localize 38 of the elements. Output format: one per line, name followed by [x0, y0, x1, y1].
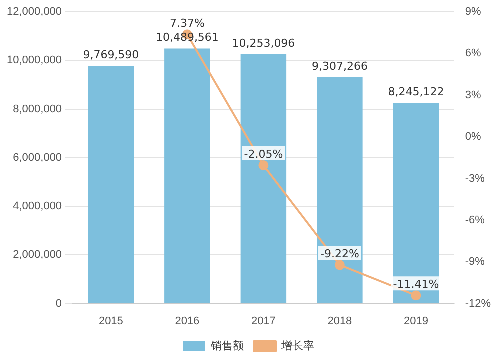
x-tick-label: 2018 [328, 315, 352, 328]
data-label: 8,245,122 [388, 86, 444, 99]
bar [88, 66, 134, 304]
data-label: -11.41% [393, 278, 440, 291]
y-tick-label: 6,000,000 [13, 152, 62, 164]
y2-tick-label: -3% [465, 172, 486, 185]
y-tick-label: 12,000,000 [6, 6, 62, 18]
y-tick-label: 2,000,000 [13, 249, 62, 262]
bar [164, 48, 210, 304]
point [258, 160, 269, 171]
x-tick-label: 2015 [98, 315, 124, 328]
point [411, 290, 422, 301]
x-tick-label: 2016 [175, 315, 200, 328]
x-tick-label: 2017 [251, 315, 276, 328]
data-label: 7.37% [170, 17, 205, 30]
y-tick-label: 0 [56, 298, 62, 310]
legend-label: 增长率 [280, 340, 314, 353]
y2-tick-label: 9% [465, 6, 482, 18]
bar [317, 77, 363, 304]
y2-tick-label: -12% [465, 298, 492, 310]
y-tick-label: 10,000,000 [6, 54, 62, 67]
legend-label: 销售额 [210, 340, 244, 353]
y-tick-label: 4,000,000 [13, 200, 62, 213]
y-tick-label: 8,000,000 [13, 103, 62, 116]
data-label: -2.05% [244, 148, 284, 161]
data-label: 9,307,266 [312, 60, 368, 73]
x-tick-label: 2019 [404, 315, 428, 328]
data-label: 9,769,590 [83, 48, 140, 62]
bar [393, 103, 440, 304]
y2-tick-label: 0% [465, 131, 482, 144]
y2-tick-label: 6% [465, 48, 482, 60]
point [334, 260, 345, 270]
y2-tick-label: 3% [465, 89, 482, 102]
data-label: 10,253,096 [232, 36, 296, 50]
bar [240, 54, 287, 304]
data-label: -9.22% [320, 248, 360, 261]
y2-tick-label: -9% [465, 256, 486, 268]
y2-tick-label: -6% [465, 214, 486, 226]
